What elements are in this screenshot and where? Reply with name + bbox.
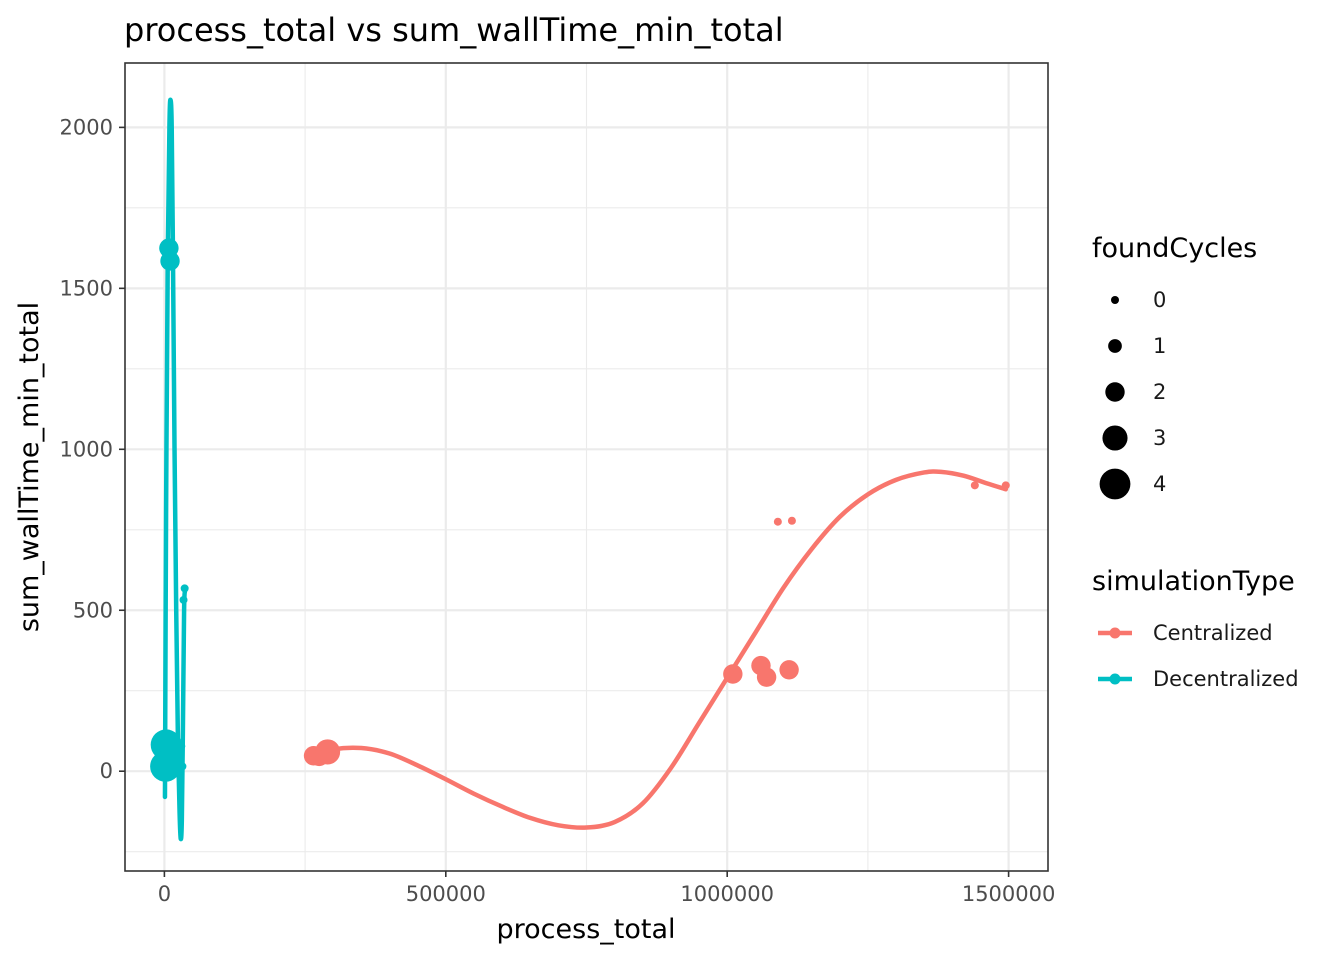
chart-title: process_total vs sum_wallTime_min_total [124, 11, 784, 49]
x-tick-label: 0 [158, 882, 171, 906]
y-axis-title: sum_wallTime_min_total [14, 302, 45, 632]
data-point [779, 660, 799, 680]
x-axis: 0 500000 1000000 1500000 [158, 871, 1056, 906]
color-legend-label: Centralized [1153, 621, 1273, 645]
size-legend-key [1105, 382, 1125, 402]
size-legend-title: foundCycles [1092, 233, 1257, 264]
data-point [970, 481, 979, 490]
smooth-lines [162, 97, 1009, 842]
size-legend-key [1111, 296, 1119, 304]
color-legend-label: Decentralized [1153, 667, 1299, 691]
y-tick-label: 0 [100, 759, 113, 783]
size-legend-label: 0 [1153, 288, 1166, 312]
smooth-line-decentralized [162, 97, 188, 842]
color-legend: simulationType Centralized Decentralized [1092, 566, 1299, 691]
data-points [150, 238, 1010, 782]
x-tick-label: 500000 [406, 882, 486, 906]
data-point [787, 516, 796, 525]
y-axis: 0 500 1000 1500 2000 [60, 115, 125, 783]
panel-border [124, 62, 1049, 872]
size-legend-label: 4 [1153, 472, 1166, 496]
color-legend-point [1109, 627, 1121, 639]
size-legend-label: 3 [1153, 426, 1166, 450]
x-axis-title: process_total [497, 914, 676, 945]
size-legend-key [1099, 468, 1131, 500]
minor-gridlines [125, 63, 1048, 871]
y-tick-label: 1500 [60, 276, 113, 300]
size-legend-label: 1 [1153, 334, 1166, 358]
size-legend-key [1102, 425, 1128, 451]
size-legend-label: 2 [1153, 380, 1166, 404]
y-tick-label: 500 [73, 598, 113, 622]
plot-panel [124, 62, 1049, 872]
smooth-line-centralized [311, 469, 1009, 830]
x-tick-label: 1000000 [680, 882, 774, 906]
color-legend-title: simulationType [1092, 566, 1295, 597]
data-point [756, 667, 777, 687]
y-tick-label: 1000 [60, 437, 113, 461]
data-point [773, 517, 782, 526]
size-legend-key [1108, 339, 1122, 353]
color-legend-point [1109, 673, 1121, 685]
size-legend: foundCycles 0 1 2 3 4 [1092, 233, 1257, 500]
data-point [155, 748, 181, 775]
x-tick-label: 1500000 [962, 882, 1056, 906]
y-tick-label: 2000 [60, 115, 113, 139]
